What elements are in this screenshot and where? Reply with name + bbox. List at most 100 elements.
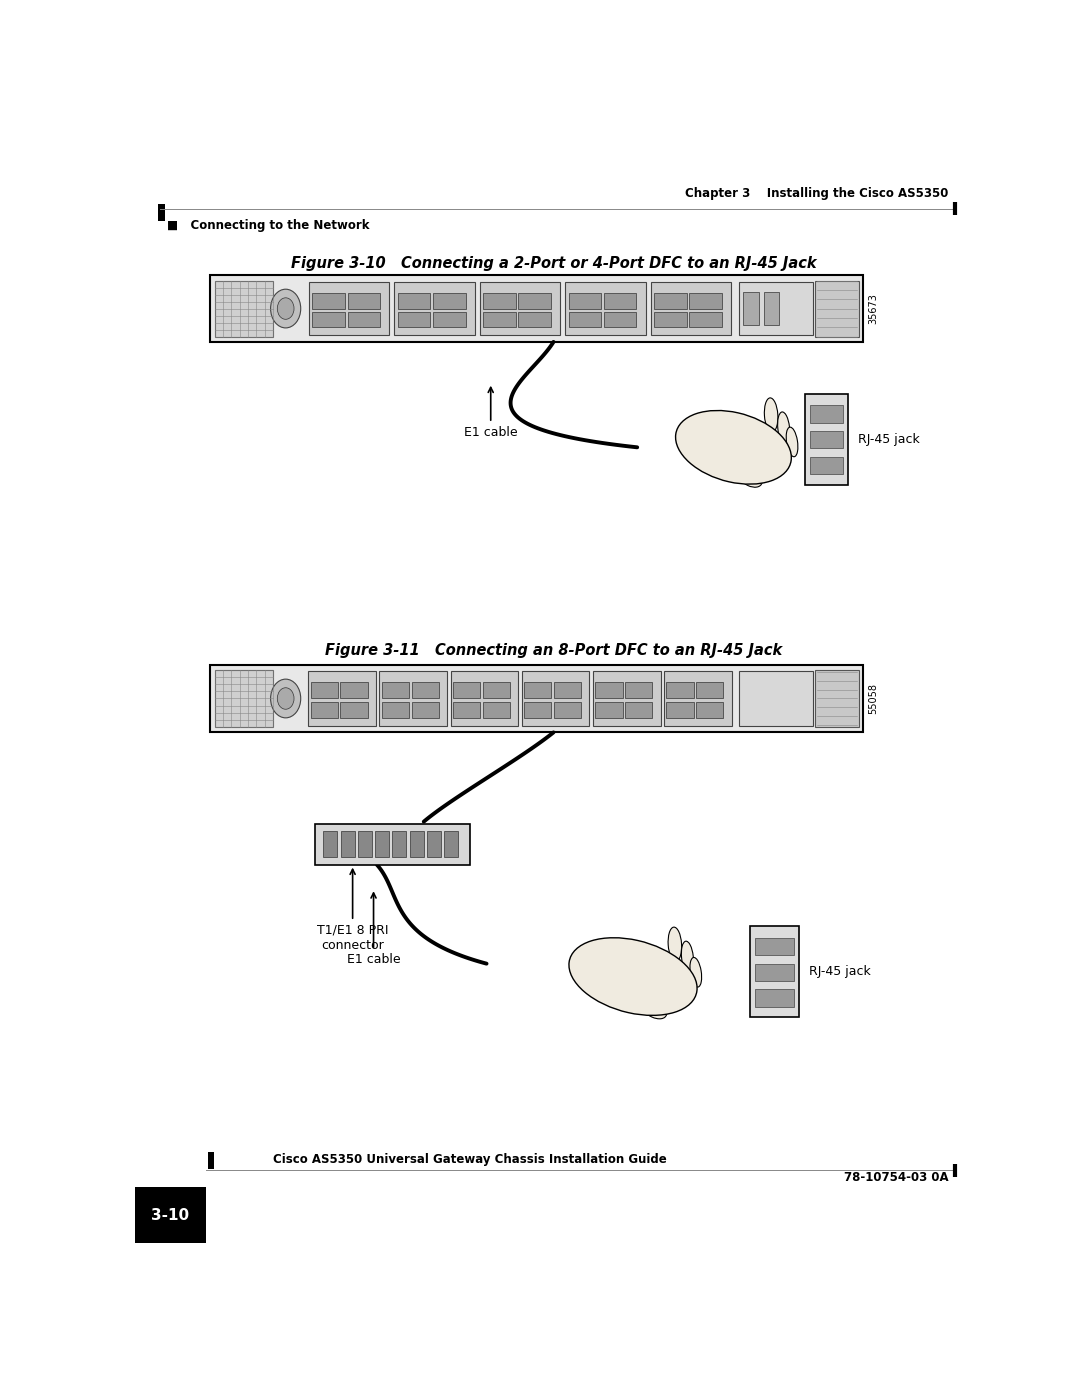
Bar (397, 293, 431, 309)
Bar (411, 701, 438, 718)
Bar (215, 281, 273, 337)
Bar (433, 293, 465, 309)
Bar (315, 824, 470, 865)
Bar (625, 682, 652, 698)
Text: E1 cable: E1 cable (464, 387, 517, 439)
Ellipse shape (642, 999, 666, 1018)
Bar (427, 831, 441, 858)
Bar (815, 671, 859, 726)
Bar (397, 312, 431, 327)
Text: E1 cable: E1 cable (347, 893, 401, 965)
Bar (740, 282, 813, 335)
Bar (765, 292, 780, 324)
Bar (740, 671, 813, 726)
Bar (483, 312, 516, 327)
Bar (666, 701, 693, 718)
Bar (211, 275, 863, 342)
Bar (382, 701, 409, 718)
Bar (689, 312, 721, 327)
Text: T1/E1 8 PRI
connector: T1/E1 8 PRI connector (316, 869, 389, 951)
Ellipse shape (681, 942, 693, 974)
Bar (755, 989, 794, 1007)
Bar (480, 282, 561, 335)
Bar (348, 293, 380, 309)
Bar (207, 1153, 214, 1169)
Ellipse shape (669, 928, 681, 961)
Ellipse shape (765, 398, 778, 432)
Bar (409, 831, 423, 858)
Bar (805, 394, 848, 485)
Bar (689, 293, 721, 309)
Bar (625, 701, 652, 718)
Bar (312, 293, 346, 309)
Bar (211, 665, 863, 732)
Bar (524, 701, 552, 718)
Text: 78-10754-03 0A: 78-10754-03 0A (843, 1171, 948, 1185)
Bar (650, 282, 731, 335)
Bar (604, 293, 636, 309)
Bar (810, 432, 843, 448)
Bar (697, 682, 724, 698)
Circle shape (271, 679, 300, 718)
Ellipse shape (786, 427, 798, 457)
Circle shape (278, 687, 294, 710)
Bar (653, 312, 687, 327)
Bar (755, 937, 794, 956)
Text: 35673: 35673 (868, 293, 878, 324)
Bar (311, 701, 338, 718)
Text: ■   Connecting to the Network: ■ Connecting to the Network (166, 219, 369, 232)
Bar (312, 312, 346, 327)
Bar (815, 281, 859, 337)
Bar (568, 293, 602, 309)
Bar (357, 831, 372, 858)
Bar (755, 964, 794, 981)
Bar (394, 282, 475, 335)
Bar (311, 682, 338, 698)
Bar (664, 671, 732, 726)
Bar (159, 204, 165, 222)
Bar (340, 682, 367, 698)
Bar (215, 671, 273, 726)
Circle shape (271, 289, 300, 328)
Circle shape (278, 298, 294, 320)
Bar (309, 282, 390, 335)
Bar (595, 682, 622, 698)
Bar (595, 701, 622, 718)
Bar (392, 831, 406, 858)
Bar (348, 312, 380, 327)
Text: 3-10: 3-10 (151, 1208, 189, 1222)
Bar (810, 457, 843, 474)
Bar (454, 682, 481, 698)
Ellipse shape (738, 468, 762, 488)
Bar (444, 831, 458, 858)
Ellipse shape (676, 411, 792, 485)
Bar (697, 701, 724, 718)
Bar (522, 671, 590, 726)
Bar (554, 682, 581, 698)
Bar (454, 701, 481, 718)
Text: Figure 3-11   Connecting an 8-Port DFC to an RJ-45 Jack: Figure 3-11 Connecting an 8-Port DFC to … (325, 643, 782, 658)
Bar (483, 682, 510, 698)
Bar (653, 293, 687, 309)
Bar (666, 682, 693, 698)
Bar (568, 312, 602, 327)
Bar (483, 293, 516, 309)
Bar (810, 405, 843, 422)
Bar (135, 1187, 206, 1243)
Bar (518, 312, 551, 327)
Text: Chapter 3    Installing the Cisco AS5350: Chapter 3 Installing the Cisco AS5350 (685, 187, 948, 200)
Bar (308, 671, 376, 726)
Bar (604, 312, 636, 327)
Text: Figure 3-10   Connecting a 2-Port or 4-Port DFC to an RJ-45 Jack: Figure 3-10 Connecting a 2-Port or 4-Por… (291, 256, 816, 271)
Bar (450, 671, 518, 726)
Bar (340, 701, 367, 718)
Bar (565, 282, 646, 335)
Text: Cisco AS5350 Universal Gateway Chassis Installation Guide: Cisco AS5350 Universal Gateway Chassis I… (273, 1153, 666, 1166)
Bar (483, 701, 510, 718)
Text: RJ-45 jack: RJ-45 jack (859, 433, 920, 446)
Bar (323, 831, 337, 858)
Bar (379, 671, 447, 726)
Text: RJ-45 jack: RJ-45 jack (809, 965, 870, 978)
Bar (743, 292, 758, 324)
Bar (593, 671, 661, 726)
